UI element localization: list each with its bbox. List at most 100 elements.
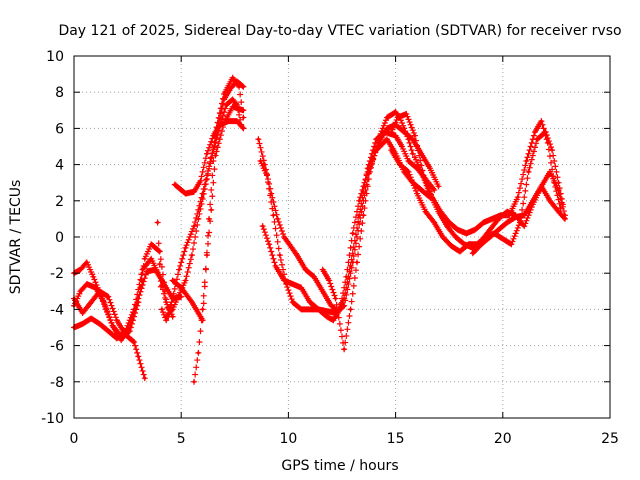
- series-arc-j: [255, 129, 438, 315]
- data-point: [164, 300, 168, 304]
- data-point: [531, 199, 535, 203]
- data-point: [93, 286, 97, 290]
- data-point: [357, 199, 361, 203]
- data-point: [548, 170, 552, 174]
- series-arc-q: [469, 183, 568, 257]
- data-point: [411, 137, 415, 141]
- data-point: [316, 307, 320, 311]
- data-point: [183, 192, 187, 196]
- data-point: [522, 213, 526, 217]
- data-point: [533, 130, 537, 134]
- data-point: [81, 322, 85, 326]
- data-point: [462, 242, 466, 246]
- data-point: [98, 322, 102, 326]
- data-point: [447, 221, 451, 225]
- data-point: [171, 315, 175, 319]
- data-point: [385, 116, 389, 120]
- data-point: [361, 213, 365, 217]
- data-point: [160, 307, 164, 311]
- data-point: [171, 278, 175, 282]
- data-point: [271, 213, 275, 217]
- data-point: [198, 179, 202, 183]
- y-axis-label: SDTVAR / TECUs: [8, 180, 24, 295]
- data-point: [402, 126, 406, 130]
- data-point: [539, 184, 543, 188]
- data-point: [441, 235, 445, 239]
- data-point: [153, 268, 157, 272]
- data-point: [325, 309, 329, 313]
- x-tick-label: 25: [601, 431, 619, 447]
- data-point: [91, 275, 95, 279]
- data-point: [548, 199, 552, 203]
- chart-title: Day 121 of 2025, Sidereal Day-to-day VTE…: [58, 23, 621, 39]
- data-point: [278, 253, 282, 257]
- plot-series: [71, 74, 568, 385]
- data-point: [267, 242, 271, 246]
- data-point: [222, 92, 226, 96]
- data-point: [192, 190, 196, 194]
- data-point: [389, 148, 393, 152]
- data-point: [241, 116, 245, 120]
- data-point: [505, 221, 509, 225]
- x-tick-label: 15: [387, 431, 405, 447]
- data-point: [385, 137, 389, 141]
- data-point: [406, 137, 410, 141]
- series-arc-g: [169, 74, 247, 324]
- data-point: [368, 170, 372, 174]
- data-point: [136, 297, 140, 301]
- series-markers: [191, 103, 247, 385]
- data-point: [342, 347, 346, 351]
- data-point: [497, 217, 501, 221]
- data-point: [351, 260, 355, 264]
- data-point: [490, 217, 494, 221]
- data-point: [436, 210, 440, 214]
- data-point: [183, 278, 187, 282]
- data-point: [111, 324, 115, 328]
- data-point: [406, 159, 410, 163]
- data-point: [479, 242, 483, 246]
- data-point: [265, 173, 269, 177]
- data-point: [141, 268, 145, 272]
- data-point: [158, 262, 162, 266]
- data-point: [128, 326, 132, 329]
- data-point: [289, 244, 293, 248]
- data-point: [308, 307, 312, 311]
- data-point: [211, 134, 215, 138]
- data-point: [171, 307, 175, 311]
- data-point: [394, 134, 398, 138]
- data-point: [143, 257, 147, 261]
- data-point: [413, 134, 417, 138]
- data-point: [231, 105, 235, 109]
- data-point: [145, 269, 149, 273]
- data-point: [196, 217, 200, 221]
- data-point: [106, 295, 110, 299]
- data-point: [115, 318, 119, 322]
- data-point: [359, 210, 363, 214]
- data-point: [295, 253, 299, 257]
- series-arc-m: [319, 109, 416, 353]
- data-point: [81, 311, 85, 315]
- data-point: [344, 275, 348, 279]
- data-point: [524, 159, 528, 163]
- y-tick-label: 10: [46, 49, 64, 65]
- series-arc-i: [191, 103, 247, 385]
- data-point: [535, 137, 539, 141]
- series-markers: [388, 110, 564, 237]
- data-point: [497, 228, 501, 232]
- data-point: [342, 304, 346, 308]
- data-point: [482, 221, 486, 225]
- data-point: [162, 282, 166, 286]
- data-point: [514, 215, 518, 219]
- data-point: [432, 221, 436, 225]
- data-point: [522, 224, 526, 228]
- grid-lines: [74, 56, 610, 418]
- data-point: [214, 154, 218, 158]
- data-point: [389, 130, 393, 134]
- data-point: [190, 300, 194, 304]
- data-point: [488, 235, 492, 239]
- data-point: [413, 155, 417, 159]
- data-point: [205, 152, 209, 156]
- data-point: [428, 166, 432, 170]
- data-point: [406, 170, 410, 174]
